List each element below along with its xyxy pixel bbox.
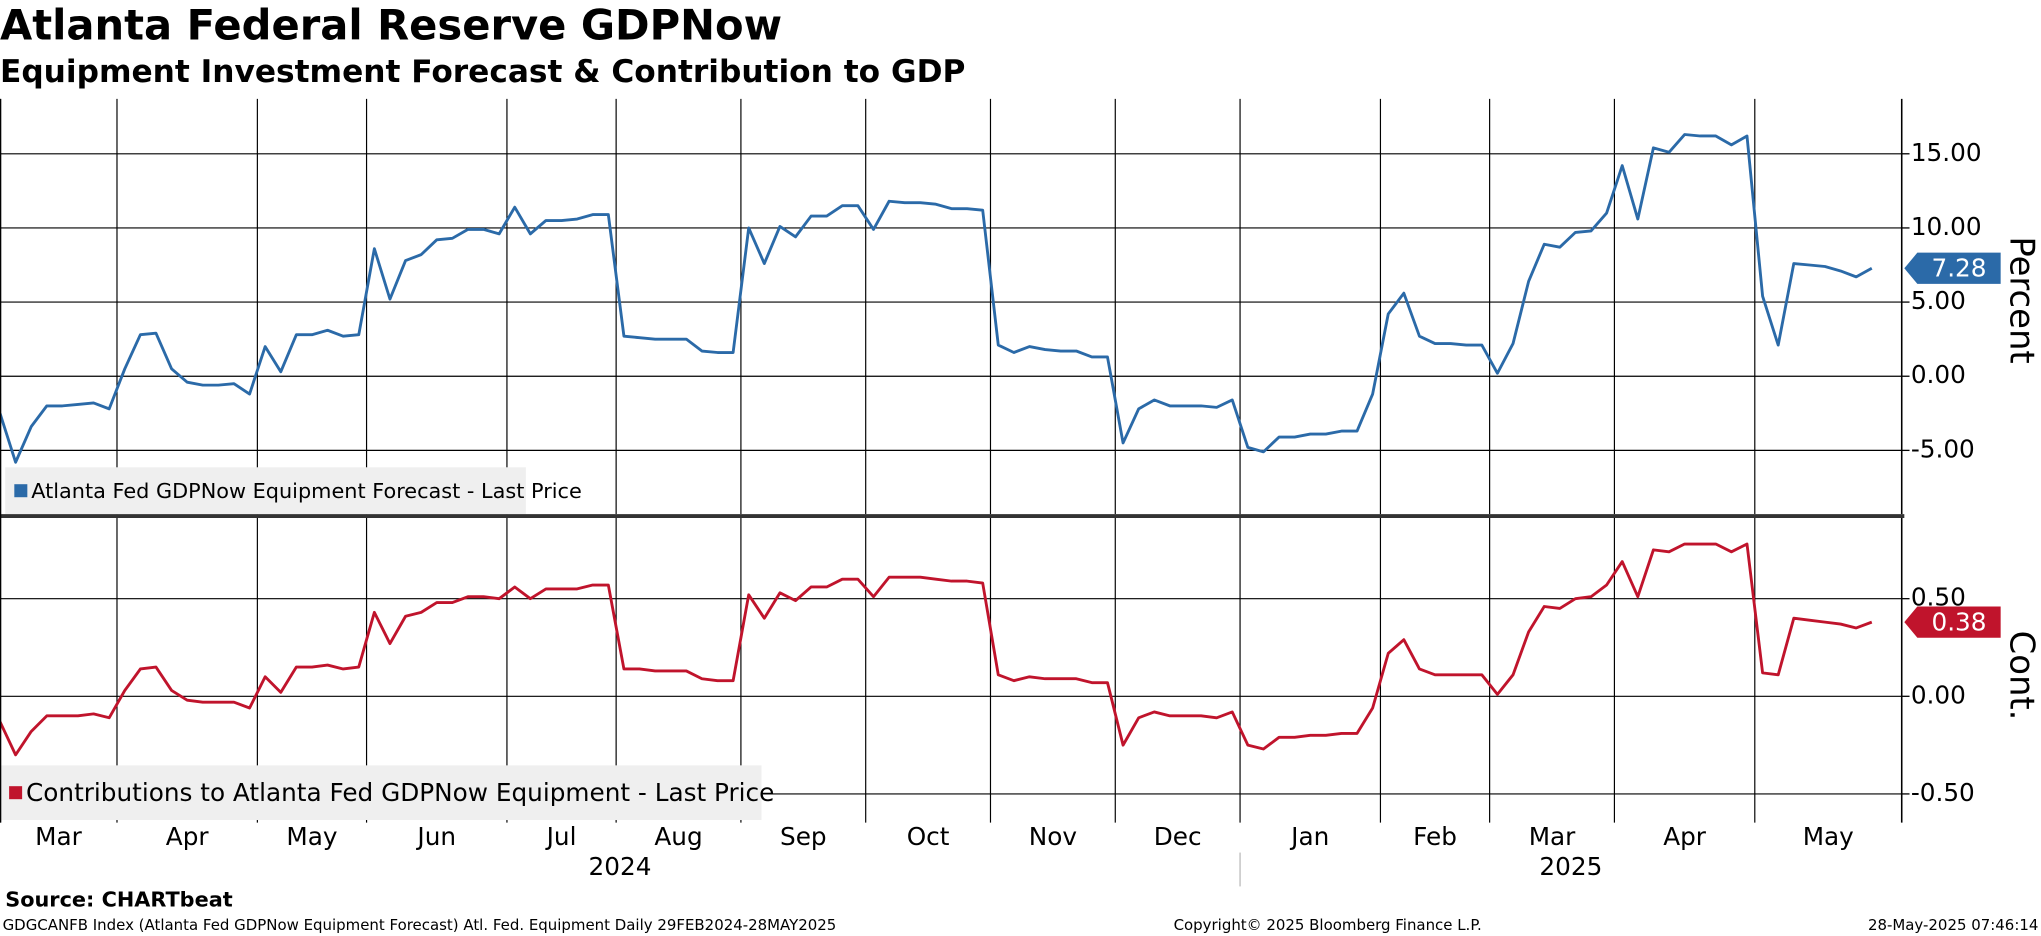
legend-box bbox=[5, 467, 526, 515]
y-tick-label: 0.00 bbox=[1911, 680, 1966, 709]
legend-swatch bbox=[9, 786, 23, 800]
x-tick-label: Jun bbox=[415, 822, 456, 851]
x-tick-label: Sep bbox=[780, 822, 827, 851]
x-tick-label: Jan bbox=[1289, 822, 1329, 851]
x-tick-label: Aug bbox=[654, 822, 702, 851]
chart-title: Atlanta Federal Reserve GDPNow bbox=[0, 1, 782, 50]
x-tick-label: Oct bbox=[907, 822, 950, 851]
x-tick-label: Jul bbox=[545, 822, 577, 851]
description: GDGCANFB Index (Atlanta Fed GDPNow Equip… bbox=[3, 916, 837, 934]
x-tick-label: May bbox=[286, 822, 337, 851]
legend-label: Atlanta Fed GDPNow Equipment Forecast - … bbox=[31, 479, 582, 503]
timestamp: 28-May-2025 07:46:14 bbox=[1868, 916, 2038, 934]
x-tick-label: Mar bbox=[1529, 822, 1576, 851]
x-tick-label: May bbox=[1803, 822, 1854, 851]
legend-swatch bbox=[14, 484, 28, 498]
y-tick-label: 15.00 bbox=[1911, 138, 1982, 167]
x-tick-label: Nov bbox=[1029, 822, 1077, 851]
x-tick-label: Mar bbox=[35, 822, 82, 851]
y-tick-label: 10.00 bbox=[1911, 212, 1982, 241]
y-tick-label: -5.00 bbox=[1911, 434, 1975, 463]
source: Source: CHARTbeat bbox=[5, 888, 233, 912]
x-tick-label: Apr bbox=[1663, 822, 1707, 851]
last-value-label: 7.28 bbox=[1931, 254, 1986, 283]
x-group-label: 2024 bbox=[589, 852, 652, 881]
series-line bbox=[0, 133, 1873, 464]
last-value-tag bbox=[1904, 252, 2001, 284]
y-axis-label: Percent bbox=[2003, 236, 2041, 363]
y-tick-label: -0.50 bbox=[1911, 778, 1975, 807]
x-group-label: 2025 bbox=[1539, 852, 1602, 881]
last-value-tag bbox=[1904, 606, 2001, 638]
copyright: Copyright© 2025 Bloomberg Finance L.P. bbox=[1174, 916, 1482, 934]
x-tick-label: Dec bbox=[1154, 822, 1202, 851]
series-line bbox=[0, 542, 1873, 757]
y-tick-label: 0.00 bbox=[1911, 360, 1966, 389]
legend-box bbox=[0, 765, 762, 821]
y-tick-label: 5.00 bbox=[1911, 286, 1966, 315]
x-tick-label: Apr bbox=[166, 822, 210, 851]
last-value-label: 0.38 bbox=[1931, 607, 1986, 636]
y-axis-label: Cont. bbox=[2003, 631, 2041, 721]
x-tick-label: Feb bbox=[1413, 822, 1457, 851]
legend-label: Contributions to Atlanta Fed GDPNow Equi… bbox=[26, 778, 774, 807]
chart-subtitle: Equipment Investment Forecast & Contribu… bbox=[0, 54, 965, 90]
